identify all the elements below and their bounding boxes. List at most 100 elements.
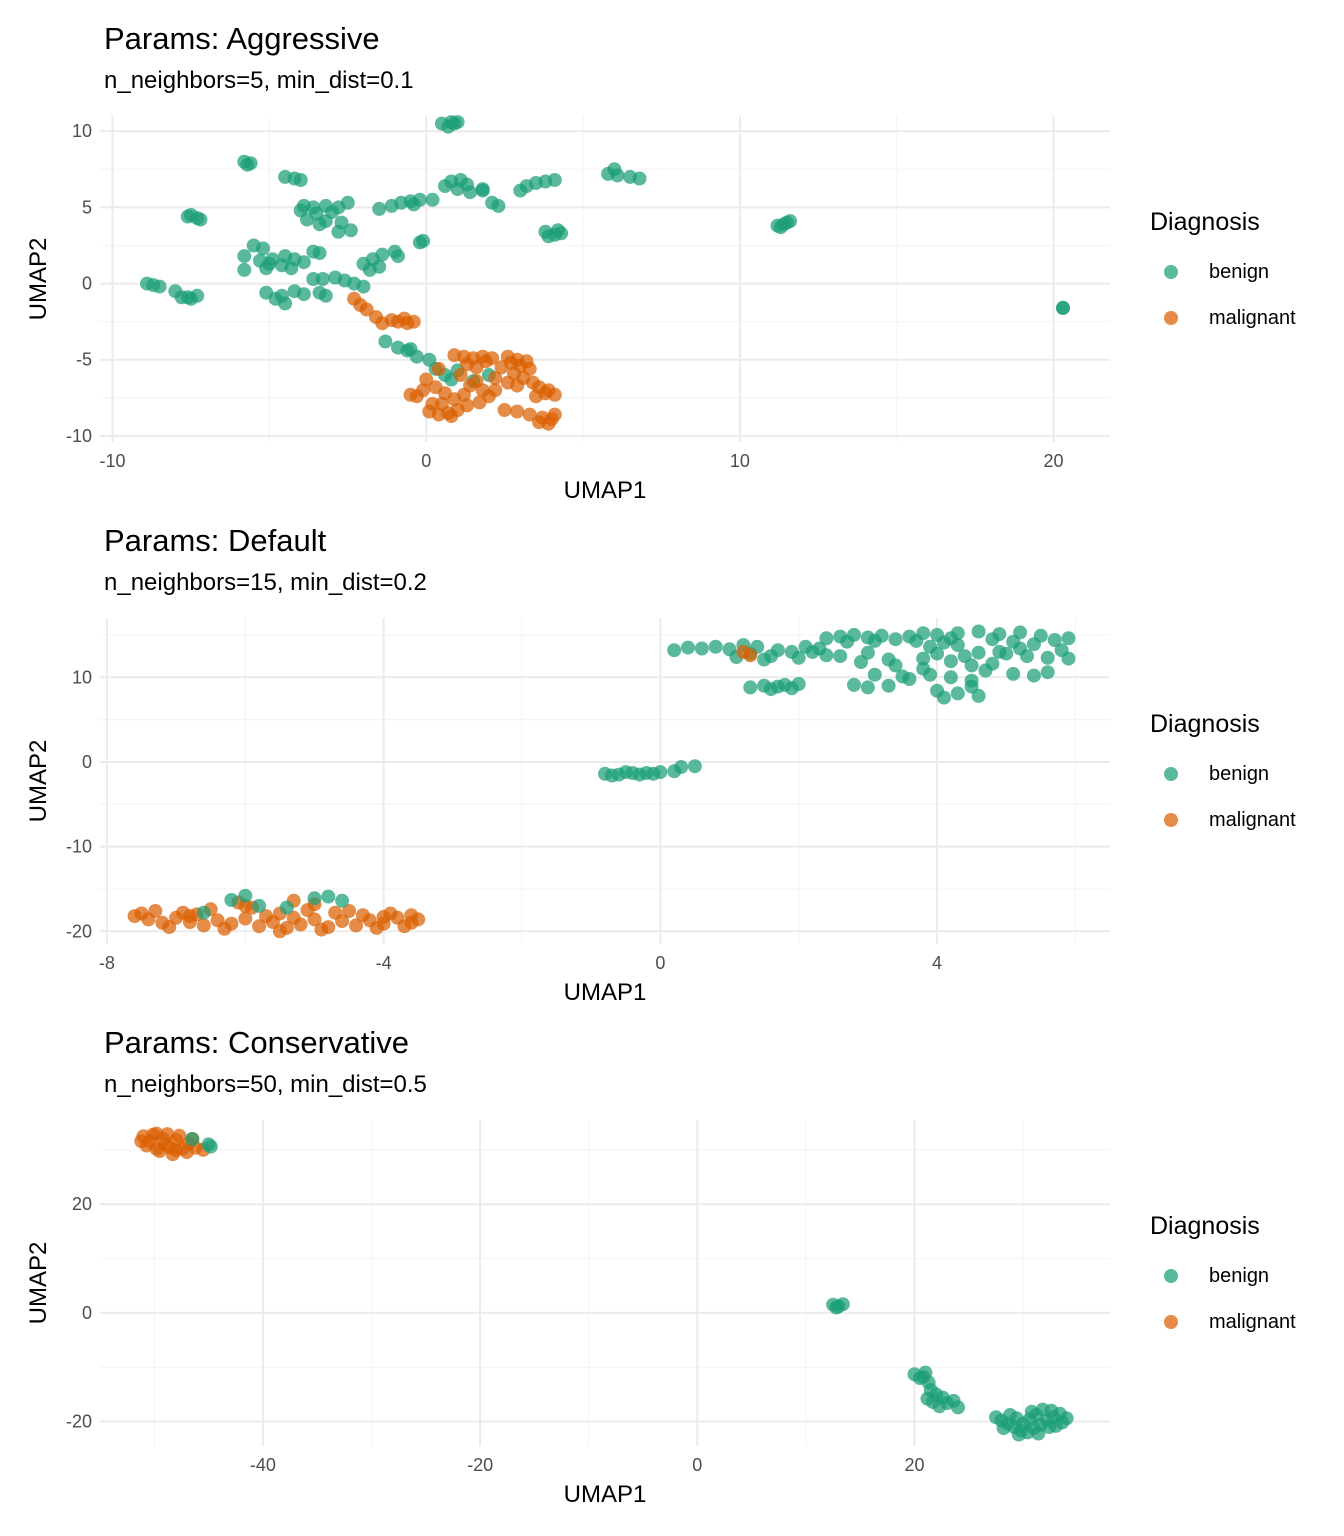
- plot-subtitle: n_neighbors=15, min_dist=0.2: [104, 569, 427, 596]
- scatter-plot-aggressive: -10 0 10 20 -10 -5 0 5 10 UMAP1 UMAP2: [25, 115, 1110, 502]
- point-benign: [438, 179, 452, 194]
- point-benign: [854, 655, 868, 669]
- x-tick-label: -10: [100, 451, 126, 471]
- point-benign: [819, 631, 834, 646]
- point-benign: [950, 638, 965, 653]
- point-benign: [447, 116, 462, 131]
- point-benign: [300, 212, 314, 227]
- point-benign: [203, 1139, 218, 1154]
- point-benign: [937, 635, 951, 650]
- point-malignant: [500, 375, 515, 390]
- point-benign: [777, 677, 792, 692]
- legend-key-malignant: [1164, 813, 1178, 827]
- point-benign: [1026, 668, 1041, 683]
- point-benign: [964, 679, 979, 694]
- point-malignant: [743, 648, 758, 663]
- point-benign: [307, 891, 322, 906]
- point-benign: [262, 256, 277, 271]
- point-benign: [475, 182, 490, 197]
- legend-label-benign: benign: [1209, 1265, 1270, 1287]
- point-malignant: [355, 908, 370, 923]
- point-benign: [378, 334, 393, 349]
- x-axis-title: UMAP1: [564, 477, 647, 502]
- point-benign: [152, 279, 167, 294]
- point-benign: [1006, 666, 1021, 681]
- point-malignant: [149, 1141, 164, 1156]
- point-malignant: [503, 355, 518, 370]
- point-malignant: [160, 1127, 175, 1142]
- point-benign: [610, 168, 625, 183]
- point-benign: [1054, 643, 1069, 658]
- y-tick-label: -10: [66, 426, 92, 446]
- y-tick-label: 10: [72, 667, 92, 687]
- point-benign: [992, 644, 1007, 659]
- point-benign: [632, 171, 647, 186]
- point-malignant: [272, 924, 287, 939]
- point-malignant: [369, 920, 384, 935]
- plot-title: Params: Aggressive: [104, 21, 380, 56]
- point-benign: [964, 658, 979, 673]
- point-benign: [293, 173, 308, 187]
- point-benign: [867, 633, 882, 648]
- point-malignant: [397, 919, 412, 934]
- point-malignant: [146, 1127, 161, 1142]
- point-benign: [805, 644, 820, 659]
- point-benign: [881, 678, 896, 693]
- y-tick-label: -20: [66, 921, 92, 941]
- point-malignant: [547, 387, 562, 402]
- scatter-plot-default: -8 -4 0 4 -20 -10 0 10 UMAP1 UMAP2: [25, 618, 1110, 1004]
- point-malignant: [162, 920, 177, 935]
- point-benign: [937, 690, 951, 705]
- point-benign: [646, 766, 661, 781]
- point-benign: [296, 287, 311, 302]
- point-benign: [356, 279, 371, 294]
- point-malignant: [196, 918, 211, 933]
- point-benign: [306, 272, 321, 286]
- plot-subtitle: n_neighbors=50, min_dist=0.5: [104, 1071, 427, 1098]
- point-benign: [1056, 300, 1070, 315]
- panel-conservative: Params: Conservative n_neighbors=50, min…: [0, 1004, 1344, 1506]
- point-malignant: [391, 314, 405, 329]
- point-benign: [951, 1400, 965, 1415]
- point-benign: [791, 677, 806, 691]
- point-benign: [513, 183, 528, 198]
- point-benign: [694, 641, 709, 656]
- point-benign: [256, 241, 271, 256]
- point-benign: [985, 632, 1000, 647]
- x-tick-label: 4: [932, 953, 942, 973]
- point-benign: [1011, 1427, 1026, 1442]
- x-tick-label: 0: [421, 451, 431, 471]
- point-benign: [935, 1390, 950, 1405]
- point-benign: [340, 195, 355, 210]
- point-benign: [547, 173, 562, 187]
- legend-key-malignant: [1164, 311, 1178, 325]
- point-malignant: [419, 372, 434, 387]
- point-benign: [312, 217, 327, 232]
- point-benign: [284, 261, 299, 276]
- x-tick-label: 10: [730, 451, 750, 471]
- legend-label-benign: benign: [1209, 763, 1270, 785]
- point-malignant: [342, 904, 356, 918]
- plot-title: Params: Conservative: [104, 1025, 409, 1060]
- point-benign: [1026, 637, 1041, 652]
- point-malignant: [488, 383, 503, 398]
- point-benign: [708, 639, 723, 654]
- point-benign: [193, 212, 208, 227]
- point-malignant: [182, 909, 197, 924]
- point-malignant: [252, 919, 267, 934]
- legend-label-malignant: malignant: [1209, 307, 1296, 329]
- point-benign: [375, 247, 390, 262]
- point-benign: [237, 249, 252, 264]
- point-benign: [916, 651, 931, 666]
- point-malignant: [217, 921, 232, 936]
- x-axis-title: UMAP1: [564, 1481, 647, 1506]
- point-malignant: [460, 357, 474, 372]
- y-axis-title: UMAP2: [25, 238, 52, 321]
- point-benign: [971, 645, 986, 660]
- point-benign: [943, 654, 958, 669]
- y-tick-label: -20: [66, 1412, 92, 1432]
- scatter-plot-conservative: -40 -20 0 20 -20 0 20 UMAP1 UMAP2: [25, 1120, 1110, 1506]
- point-benign: [1040, 650, 1055, 665]
- point-malignant: [522, 407, 537, 422]
- legend-label-benign: benign: [1209, 261, 1270, 283]
